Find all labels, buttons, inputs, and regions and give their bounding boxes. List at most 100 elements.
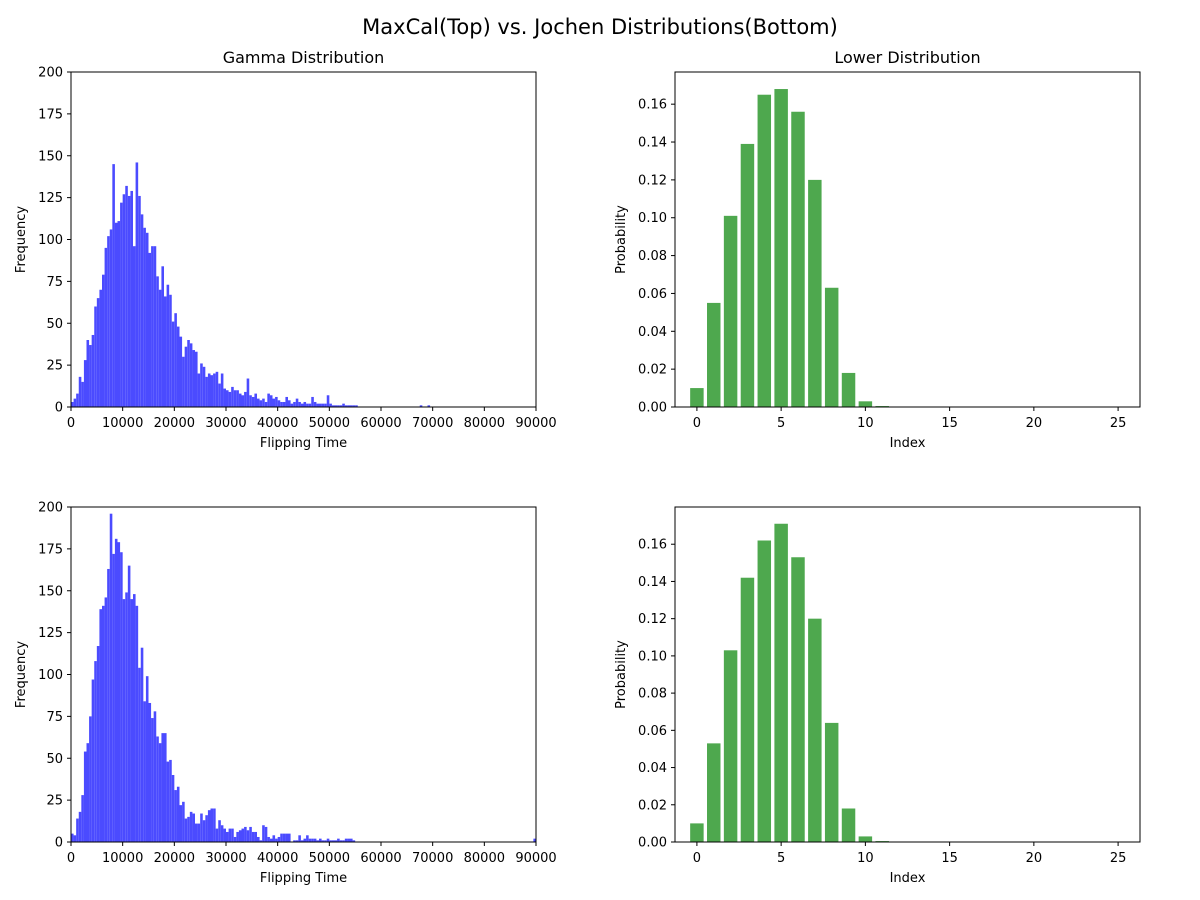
histogram-bar (171, 775, 175, 842)
histogram-bar (109, 513, 113, 842)
histogram-bar (127, 565, 131, 842)
bars (71, 513, 536, 842)
histogram-bar (319, 838, 322, 842)
y-tick-label: 25 (46, 794, 63, 809)
x-tick-label: 5 (777, 416, 785, 431)
x-tick-label: 10 (857, 416, 874, 431)
subplot-bottom-right: 0 5 10 15 20 25 0.00 0.02 0.04 0.06 0.08 0.10 0.12 0.… (614, 506, 1141, 886)
histogram-bar (280, 401, 283, 407)
bar-index-8 (824, 722, 839, 842)
histogram-bar (174, 313, 177, 407)
histogram-bar (264, 401, 268, 407)
histogram-bar (143, 701, 146, 842)
histogram-bar (125, 185, 128, 407)
histogram-bar (114, 222, 118, 407)
y-tick-label: 0.06 (638, 724, 667, 739)
histogram-bar (262, 825, 265, 842)
histogram-bar (324, 403, 327, 407)
histogram-bar (151, 718, 154, 842)
y-axis-label: Probability (614, 640, 629, 709)
y-tick-label: 100 (38, 233, 63, 248)
y-axis-label: Probability (614, 205, 629, 274)
histogram-bar (96, 298, 100, 407)
y-tick-label: 0.02 (638, 363, 667, 378)
histogram-bar (184, 346, 188, 407)
histogram-bar (117, 221, 121, 407)
bar-index-1 (707, 302, 721, 407)
bar-index-9 (841, 372, 856, 407)
bars (71, 162, 431, 407)
histogram-bar (210, 375, 214, 407)
histogram-bar (189, 343, 193, 407)
histogram-bar (89, 716, 92, 842)
bar-index-7 (808, 179, 822, 407)
x-tick-label: 0 (693, 416, 701, 431)
y-tick-label: 0.14 (638, 575, 667, 590)
histogram-bar (226, 390, 229, 407)
histogram-bar (195, 351, 198, 407)
histogram-bar (187, 816, 190, 842)
y-tick-label: 0.10 (638, 649, 667, 664)
x-tick-label: 30000 (205, 416, 246, 431)
x-tick-label: 20000 (154, 416, 195, 431)
bar-index-4 (757, 94, 772, 408)
histogram-bar (533, 838, 536, 842)
histogram-bar (107, 236, 110, 407)
histogram-bar (166, 284, 170, 407)
histogram-bar (205, 815, 208, 842)
histogram-bar (207, 810, 211, 842)
histogram-bar (342, 840, 345, 842)
y-tick-label: 150 (38, 584, 63, 599)
histogram-bar (213, 808, 216, 842)
bar-index-2 (723, 650, 738, 842)
x-tick-label: 10000 (102, 416, 143, 431)
histogram-bar (288, 400, 291, 407)
histogram-bar (249, 395, 252, 407)
histogram-bar (290, 403, 294, 407)
histogram-bar (176, 786, 180, 842)
histogram-bar (324, 840, 327, 842)
histogram-bar (316, 840, 319, 842)
y-tick-label: 0.04 (638, 325, 667, 340)
histogram-bar (71, 833, 74, 842)
y-tick-label: 0.12 (638, 173, 667, 188)
histogram-bar (308, 403, 312, 407)
histogram-bar (347, 405, 350, 407)
x-axis-label: Flipping Time (260, 871, 347, 886)
histogram-bar (249, 826, 252, 842)
histogram-bar (264, 826, 268, 842)
histogram-bar (135, 605, 139, 842)
histogram-bar (197, 373, 201, 407)
histogram-bar (192, 350, 195, 407)
histogram-bar (254, 393, 257, 407)
histogram-bar (337, 838, 340, 842)
bar-index-0 (690, 823, 704, 842)
y-tick-label: 0.14 (638, 136, 667, 151)
histogram-bar (138, 195, 141, 407)
bar-index-3 (740, 577, 755, 842)
histogram-bar (319, 403, 322, 407)
histogram-bar (350, 405, 353, 407)
bar-index-0 (690, 388, 704, 407)
subplot-title: Gamma Distribution (223, 48, 385, 67)
histogram-bar (259, 840, 263, 842)
y-tick-label: 0.06 (638, 287, 667, 302)
histogram-bar (231, 828, 234, 842)
histogram-bar (298, 401, 301, 407)
x-axis-label: Index (890, 871, 926, 886)
subplot-grid: 0 10000 20000 30000 40000 50000 60000 70000 8000… (14, 48, 1141, 886)
histogram-bar (288, 833, 291, 842)
histogram-bar (282, 833, 286, 842)
histogram-bar (76, 393, 79, 407)
x-tick-label: 80000 (464, 416, 505, 431)
histogram-bar (81, 795, 84, 842)
histogram-bar (352, 405, 356, 407)
histogram-bar (78, 376, 82, 407)
histogram-bar (189, 811, 193, 842)
histogram-bar (171, 321, 175, 407)
histogram-bar (244, 826, 247, 842)
histogram-bar (120, 202, 123, 407)
histogram-bar (228, 391, 232, 407)
bar-index-6 (791, 111, 805, 408)
histogram-bar (303, 838, 307, 842)
